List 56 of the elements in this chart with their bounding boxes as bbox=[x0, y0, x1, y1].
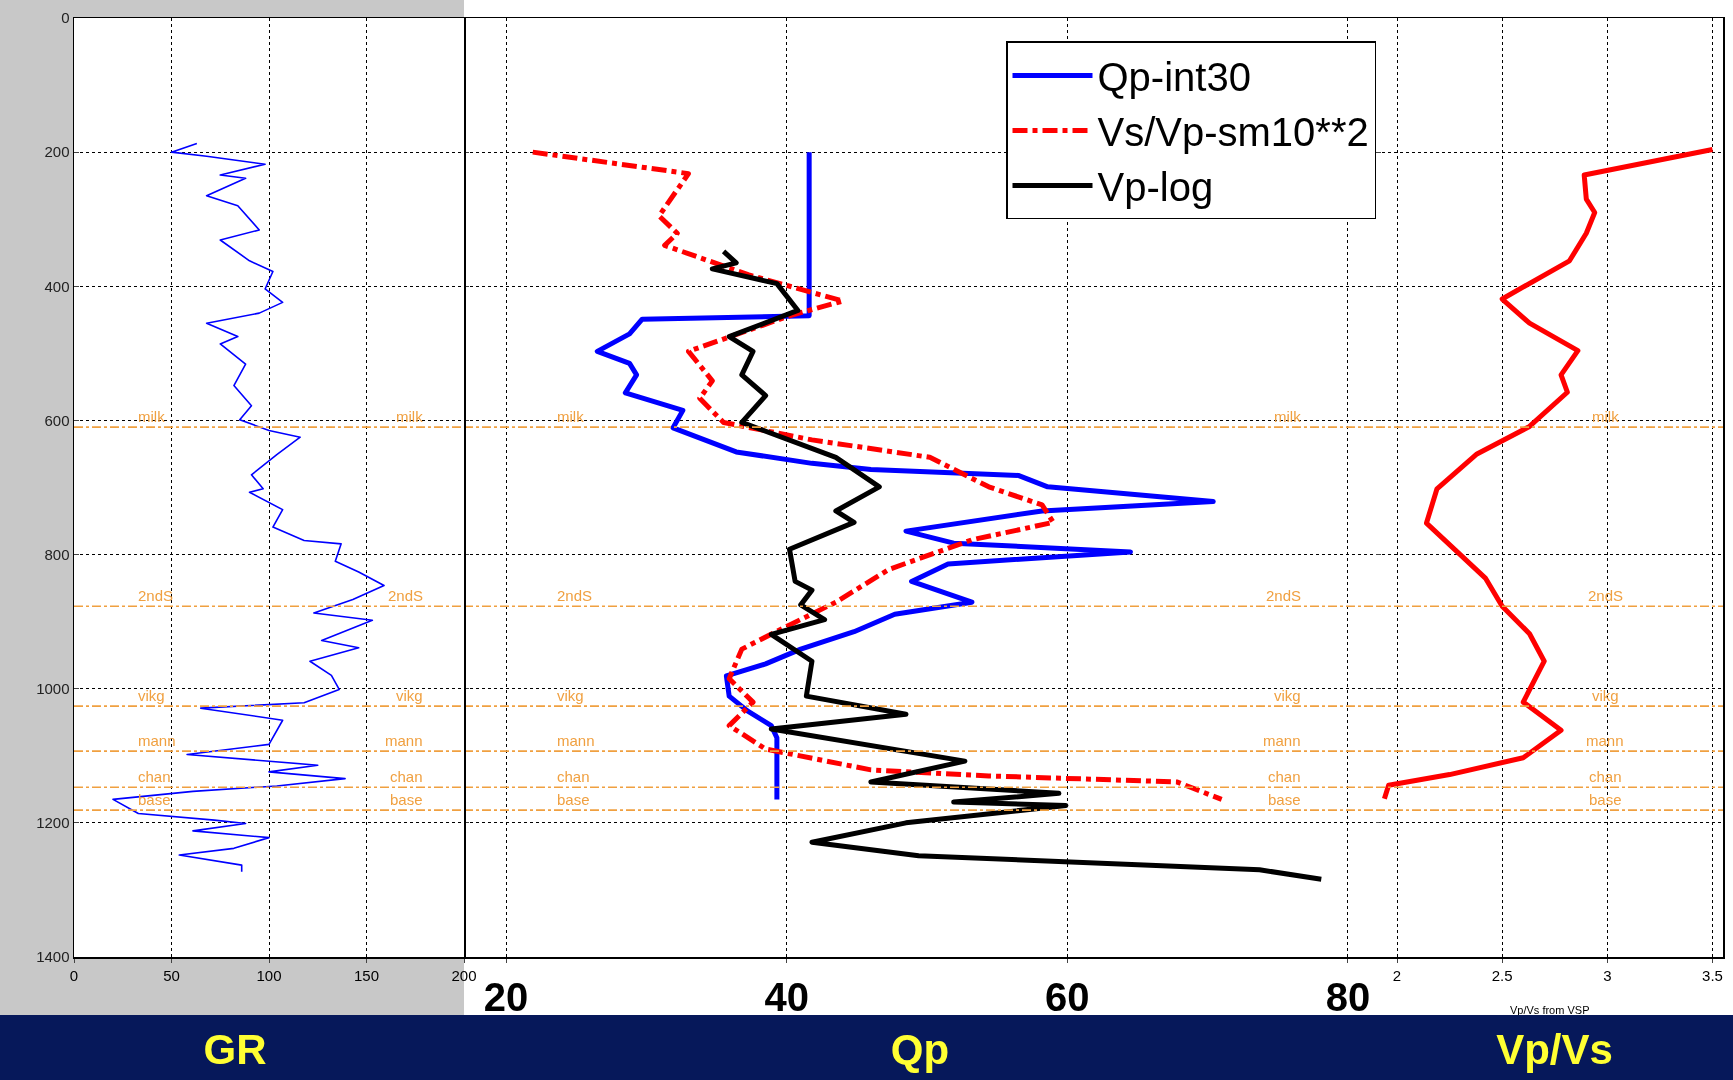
y-tick-label: 1000 bbox=[36, 679, 70, 697]
y-tick-label: 400 bbox=[44, 277, 70, 295]
ref-line-label: base bbox=[138, 791, 171, 808]
text: 2ndS bbox=[1266, 587, 1302, 604]
text: chan bbox=[390, 768, 423, 785]
x-tick-label: 3 bbox=[1603, 966, 1612, 984]
legend-label: Vs/Vp-sm10**2 bbox=[1097, 110, 1369, 155]
ref-line-label: 2ndS bbox=[557, 587, 593, 604]
ref-line-label: vikg bbox=[138, 687, 165, 704]
x-tick-label: 2.5 bbox=[1491, 966, 1513, 984]
y-tick-label: 1200 bbox=[36, 814, 70, 832]
ref-line-label: base bbox=[1589, 791, 1622, 808]
text: chan bbox=[1268, 768, 1301, 785]
x-axis-title: Qp bbox=[889, 1025, 951, 1075]
x-tick-label: 2 bbox=[1392, 966, 1402, 984]
y-tick-label: 200 bbox=[44, 143, 70, 161]
x-tick-label: 100 bbox=[256, 966, 282, 984]
ref-line-label: milk bbox=[557, 408, 585, 425]
legend-label: Qp-int30 bbox=[1097, 55, 1251, 100]
ref-line-label: chan bbox=[557, 768, 590, 785]
ref-line-label: chan bbox=[138, 768, 171, 785]
x-tick-label: 50 bbox=[163, 966, 180, 984]
y-tick-label: 0 bbox=[61, 9, 70, 27]
text: base bbox=[390, 791, 423, 808]
y-tick-label: 800 bbox=[44, 545, 70, 563]
x-tick-label: 200 bbox=[451, 966, 477, 984]
text: mann bbox=[385, 732, 423, 749]
ref-line-label: mann bbox=[1586, 732, 1624, 749]
ref-line-label: vikg bbox=[1592, 687, 1619, 704]
y-tick-label: 600 bbox=[44, 411, 70, 429]
x-tick-label: 20 bbox=[483, 974, 529, 1019]
x-tick-label: 3.5 bbox=[1702, 966, 1723, 984]
x-tick-label: 40 bbox=[764, 974, 809, 1019]
ref-line-label: mann bbox=[138, 732, 176, 749]
text: vikg bbox=[1274, 687, 1301, 704]
ref-line-label: mann bbox=[557, 732, 595, 749]
text: milk bbox=[396, 408, 423, 425]
text: vikg bbox=[396, 687, 423, 704]
legend-label: Vp-log bbox=[1097, 165, 1214, 210]
ref-line-label: 2ndS bbox=[1588, 587, 1624, 604]
x-tick-label: 60 bbox=[1045, 974, 1090, 1019]
text: milk bbox=[1274, 408, 1301, 425]
x-tick-label: 80 bbox=[1325, 974, 1371, 1019]
y-tick-label: 1400 bbox=[36, 948, 70, 966]
text: mann bbox=[1263, 732, 1301, 749]
x-tick-label: 150 bbox=[353, 966, 380, 984]
ref-line-label: vikg bbox=[557, 687, 584, 704]
x-axis-title: Vp/Vs bbox=[1495, 1025, 1614, 1075]
text: 2ndS bbox=[388, 587, 424, 604]
ref-line-label: milk bbox=[138, 408, 166, 425]
x-axis-title: GR bbox=[202, 1025, 268, 1075]
ref-line-label: base bbox=[557, 791, 590, 808]
ref-line-label: chan bbox=[1589, 768, 1622, 785]
ref-line-label: milk bbox=[1592, 408, 1620, 425]
ref-line-label: 2ndS bbox=[138, 587, 174, 604]
text: base bbox=[1268, 791, 1301, 808]
